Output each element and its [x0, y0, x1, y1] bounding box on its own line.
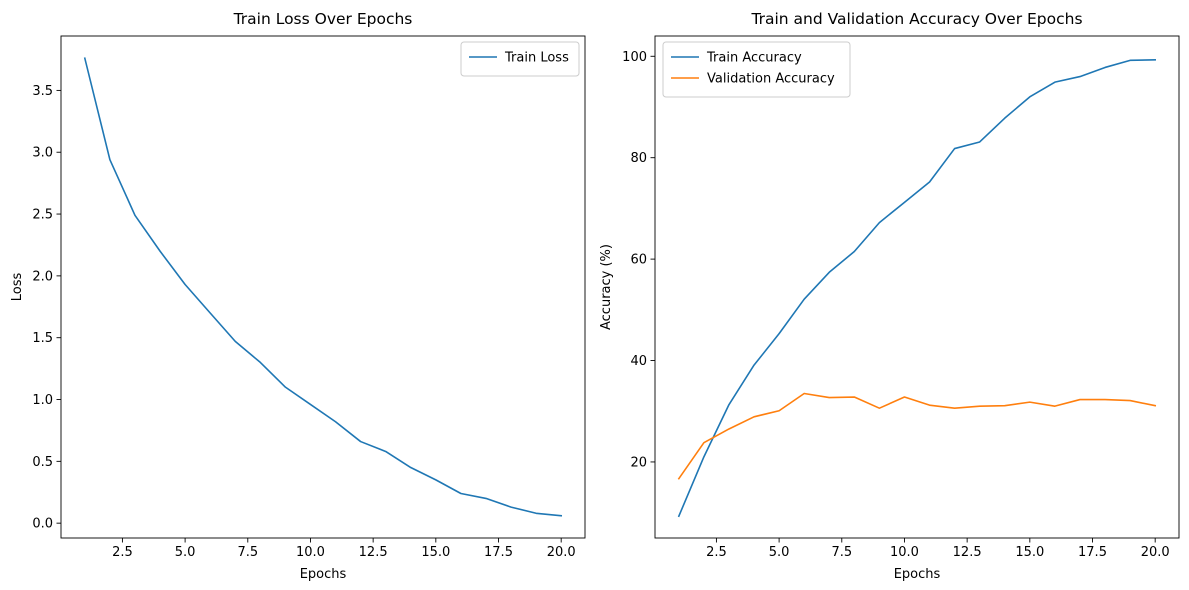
y-tick-label: 3.5 — [32, 84, 53, 99]
y-axis-label: Accuracy (%) — [599, 244, 614, 330]
y-tick-label: 1.0 — [32, 393, 53, 408]
x-tick-label: 7.5 — [831, 545, 852, 560]
x-tick-label: 5.0 — [769, 545, 790, 560]
x-tick-label: 7.5 — [237, 545, 258, 560]
y-tick-label: 0.5 — [32, 455, 53, 470]
legend-entry: Train Loss — [504, 51, 569, 66]
x-tick-label: 20.0 — [1141, 545, 1170, 560]
x-axis-label: Epochs — [300, 567, 347, 582]
y-tick-label: 3.0 — [32, 146, 53, 161]
y-tick-label: 1.5 — [32, 331, 53, 346]
x-tick-label: 2.5 — [706, 545, 727, 560]
x-tick-label: 5.0 — [175, 545, 196, 560]
legend: Train Loss — [460, 41, 580, 77]
x-tick-label: 12.5 — [953, 545, 982, 560]
series-line-1 — [677, 59, 1156, 518]
legend-box — [460, 41, 580, 77]
chart-title: Train and Validation Accuracy Over Epoch… — [750, 10, 1082, 28]
x-tick-label: 15.0 — [421, 545, 450, 560]
x-tick-label: 17.5 — [484, 545, 513, 560]
legend: Train Accuracy Validation Accuracy — [662, 41, 851, 98]
y-axis-label: Loss — [10, 273, 25, 302]
x-axis-label: Epochs — [894, 567, 941, 582]
chart-panel-1: 2.5 5.0 7.5 10.0 12.5 15.0 17.5 20.0 0.0 0.5 1.0 1.… — [10, 10, 586, 582]
plot-frame — [60, 35, 586, 539]
x-tick-label: 15.0 — [1015, 545, 1044, 560]
y-tick-label: 20 — [630, 455, 647, 470]
y-tick-label: 2.5 — [32, 208, 53, 223]
x-tick-label: 12.5 — [359, 545, 388, 560]
x-tick-label: 2.5 — [112, 545, 133, 560]
x-tick-label: 20.0 — [547, 545, 576, 560]
plot-frame — [654, 35, 1180, 539]
x-tick-label: 10.0 — [890, 545, 919, 560]
y-tick-label: 40 — [630, 354, 647, 369]
y-tick-label: 100 — [622, 50, 647, 65]
series-line-2 — [677, 392, 1157, 480]
series-line-1 — [83, 57, 563, 517]
chart-title: Train Loss Over Epochs — [233, 10, 413, 28]
x-tick-label: 17.5 — [1078, 545, 1107, 560]
y-tick-label: 0.0 — [32, 517, 53, 532]
legend-box — [662, 41, 851, 98]
y-tick-label: 2.0 — [32, 269, 53, 284]
legend-entry: Validation Accuracy — [707, 72, 835, 87]
chart-panel-2: 2.5 5.0 7.5 10.0 12.5 15.0 17.5 20.0 20 40 60 80 100… — [599, 10, 1180, 582]
y-tick-label: 60 — [630, 253, 647, 268]
y-tick-label: 80 — [630, 151, 647, 166]
x-tick-label: 10.0 — [296, 545, 325, 560]
legend-entry: Train Accuracy — [706, 51, 802, 66]
